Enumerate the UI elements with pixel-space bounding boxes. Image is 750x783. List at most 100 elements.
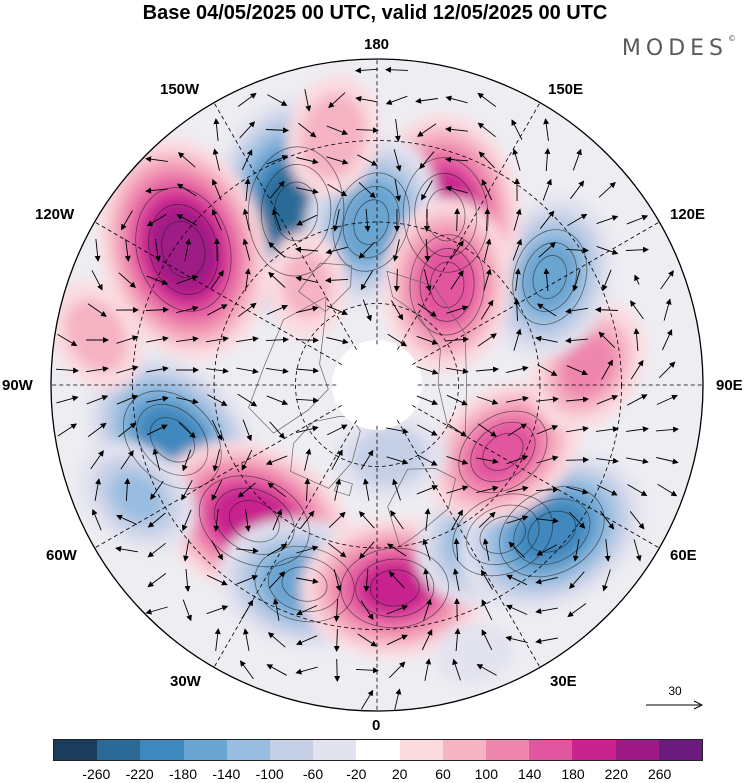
lon-label-60e: 60E (670, 547, 697, 564)
wind-vector-303 (241, 599, 254, 620)
wind-vector-245 (627, 484, 648, 497)
wind-vector-210 (182, 449, 192, 472)
wind-vector-274 (359, 541, 375, 560)
wind-vector-198 (416, 424, 438, 436)
wind-vector-80 (325, 246, 348, 255)
wind-vector-87 (538, 242, 556, 258)
latitude-circle-70 (295, 303, 459, 467)
wind-vector-84 (450, 240, 464, 260)
wind-vector-197 (386, 427, 409, 435)
wind-vector-122 (417, 303, 437, 317)
wind-vector-295 (480, 569, 493, 590)
colorbar-tick-10: 140 (517, 766, 542, 782)
wind-vector-108 (601, 269, 612, 292)
wind-vector-171 (116, 394, 139, 405)
wind-vector-162 (475, 366, 499, 373)
wind-vector-150 (661, 329, 673, 351)
wind-vector-317 (267, 632, 286, 648)
colorbar-tick-12: 220 (604, 766, 629, 782)
wind-vector-18 (417, 123, 437, 137)
wind-vector-73 (124, 239, 131, 262)
anomaly-ridge-mid-pacific-level-1 (282, 251, 332, 319)
wind-vector-260 (478, 511, 496, 528)
wind-vector-86 (512, 238, 522, 261)
wind-vector-220 (476, 457, 499, 465)
contour-ridge-okhotsk-1 (419, 247, 475, 322)
wind-vector-94 (176, 275, 199, 285)
wind-vector-222 (536, 455, 559, 464)
wind-vector-11 (213, 118, 220, 141)
wind-vector-34 (478, 151, 495, 169)
contour-trough-hudson-labrador-0 (149, 417, 195, 463)
colorbar-tick-8: 60 (435, 766, 451, 782)
wind-vector-272 (296, 545, 319, 554)
wind-vector-296 (506, 574, 528, 586)
wind-vector-326 (535, 637, 558, 645)
wind-vector-234 (304, 478, 311, 502)
wind-vector-10 (477, 92, 497, 107)
wind-vector-182 (536, 396, 559, 403)
wind-vector-226 (656, 457, 679, 465)
meridian-120 (412, 221, 660, 365)
coastline-2 (387, 468, 457, 547)
contour-trough-central-europe-2 (452, 493, 554, 577)
wind-vector-302 (206, 605, 229, 615)
wind-vector-101 (393, 268, 400, 292)
wind-vector-240 (476, 485, 499, 494)
wind-vector-157 (236, 367, 259, 374)
wind-vector-25 (212, 148, 220, 171)
wind-vector-24 (177, 152, 196, 168)
contour-trough-central-europe-0 (479, 515, 526, 554)
contour-trough-alaska-gulf-1 (260, 164, 332, 259)
colorbar-swatch-6 (313, 740, 357, 760)
wind-vector-187 (57, 423, 78, 437)
wind-vector-333 (424, 658, 432, 681)
wind-vector-79 (295, 246, 319, 253)
wind-vector-249 (147, 512, 166, 528)
wind-vector-71 (626, 214, 649, 225)
wind-vector-3 (267, 94, 288, 106)
contour-ridge-western-canada-0 (161, 220, 206, 278)
wind-vector-121 (391, 300, 404, 321)
wind-vector-134 (146, 335, 169, 343)
lon-label-90w: 90W (2, 377, 33, 394)
wind-vector-236 (363, 478, 370, 501)
contour-trough-mid-atlantic-0 (281, 566, 328, 602)
lon-label-120w: 120W (35, 206, 75, 223)
wind-vector-41 (244, 178, 251, 202)
wind-vector-292 (388, 571, 405, 589)
wind-vector-181 (506, 395, 529, 403)
wind-vector-126 (536, 303, 557, 317)
wind-vector-159 (295, 367, 319, 374)
anomaly-trough-north-pole-level-1 (351, 428, 429, 486)
wind-vector-7 (385, 95, 408, 105)
wind-vector-95 (210, 270, 224, 290)
wind-vector-228 (124, 478, 131, 502)
anomaly-field (51, 75, 646, 684)
wind-vector-176 (266, 395, 289, 406)
wind-vector-120 (362, 299, 372, 322)
wind-vector-163 (506, 365, 529, 373)
colorbar-swatch-8 (399, 740, 443, 760)
wind-vector-257 (390, 510, 404, 530)
wind-vector-221 (506, 455, 529, 465)
wind-vector-70 (596, 215, 619, 225)
wind-vector-196 (326, 424, 348, 436)
wind-vector-47 (421, 180, 433, 201)
wind-vector-208 (120, 450, 134, 470)
wind-vector-65 (454, 208, 461, 232)
wind-vector-223 (565, 456, 589, 463)
wind-vector-306 (333, 598, 340, 622)
lon-label-180: 180 (364, 36, 390, 53)
wind-vector-309 (423, 598, 432, 621)
colorbar-tick-13: 260 (647, 766, 672, 782)
wind-vector-202 (536, 425, 559, 435)
wind-vector-227 (94, 478, 101, 501)
lon-label-30w: 30W (170, 673, 201, 690)
wind-vector-207 (90, 450, 104, 470)
wind-vector-301 (182, 599, 192, 622)
wind-vector-127 (565, 307, 588, 314)
wind-vector-318 (295, 635, 318, 646)
contour-ridge-kamchatka-1 (414, 172, 478, 258)
wind-vector-54 (120, 210, 133, 231)
